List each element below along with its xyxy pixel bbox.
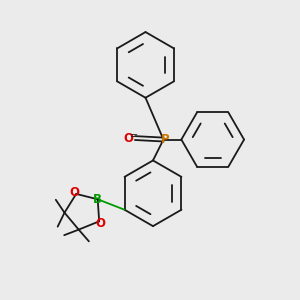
- Text: O: O: [70, 186, 80, 199]
- Text: O: O: [96, 217, 106, 230]
- Text: =: =: [130, 131, 139, 141]
- Text: B: B: [93, 193, 102, 206]
- Text: P: P: [161, 133, 170, 146]
- Text: O: O: [124, 132, 134, 145]
